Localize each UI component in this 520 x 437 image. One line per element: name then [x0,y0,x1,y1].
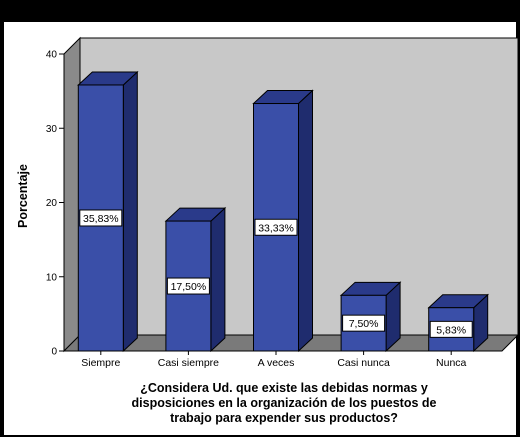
bar: 17,50% [164,206,227,353]
data-label: 7,50% [349,318,379,330]
x-tick-label: Casi siempre [158,357,219,369]
data-label: 35,83% [83,213,119,225]
data-label: 33,33% [258,222,294,234]
data-label-box [254,218,298,236]
y-axis-label: Porcentaje [16,164,30,228]
bar-side [122,70,138,353]
data-label-box [429,320,473,338]
data-label: 17,50% [171,281,207,293]
x-axis-label-line-1: ¿Considera Ud. que existe las debidas no… [140,381,428,395]
x-axis-categories: Siempre Casi siempre A veces Casi nunca Nunc… [81,351,467,369]
y-tick-label: 20 [46,198,58,209]
bar-side [298,89,313,353]
x-axis-label-line-2: disposiciones en la organización de los … [132,396,437,410]
bar-side [210,206,226,353]
x-axis-label-line-3: trabajo para expender sus productos? [170,411,398,425]
x-tick-label: Casi nunca [337,357,390,369]
data-label: 5,83% [436,324,466,336]
y-tick-label: 40 [46,50,58,61]
data-label-box [166,277,210,295]
x-tick-label: A veces [258,357,295,369]
bars: 35,83% 17,50% 33,33% 7,50% 5,83% [77,70,489,353]
y-axis: 0 10 20 30 40 [46,50,65,358]
bar: 5,83% [427,293,489,353]
bar: 7,50% [339,281,402,353]
x-tick-label: Siempre [81,357,120,369]
data-label-box [79,209,123,227]
y-tick-label: 0 [51,347,57,358]
y-tick-label: 30 [46,124,58,135]
bar: 33,33% [252,89,314,353]
x-tick-label: Nunca [436,357,467,369]
y-tick-label: 10 [46,272,58,283]
bar: 35,83% [77,70,139,353]
data-label-box [342,314,386,332]
